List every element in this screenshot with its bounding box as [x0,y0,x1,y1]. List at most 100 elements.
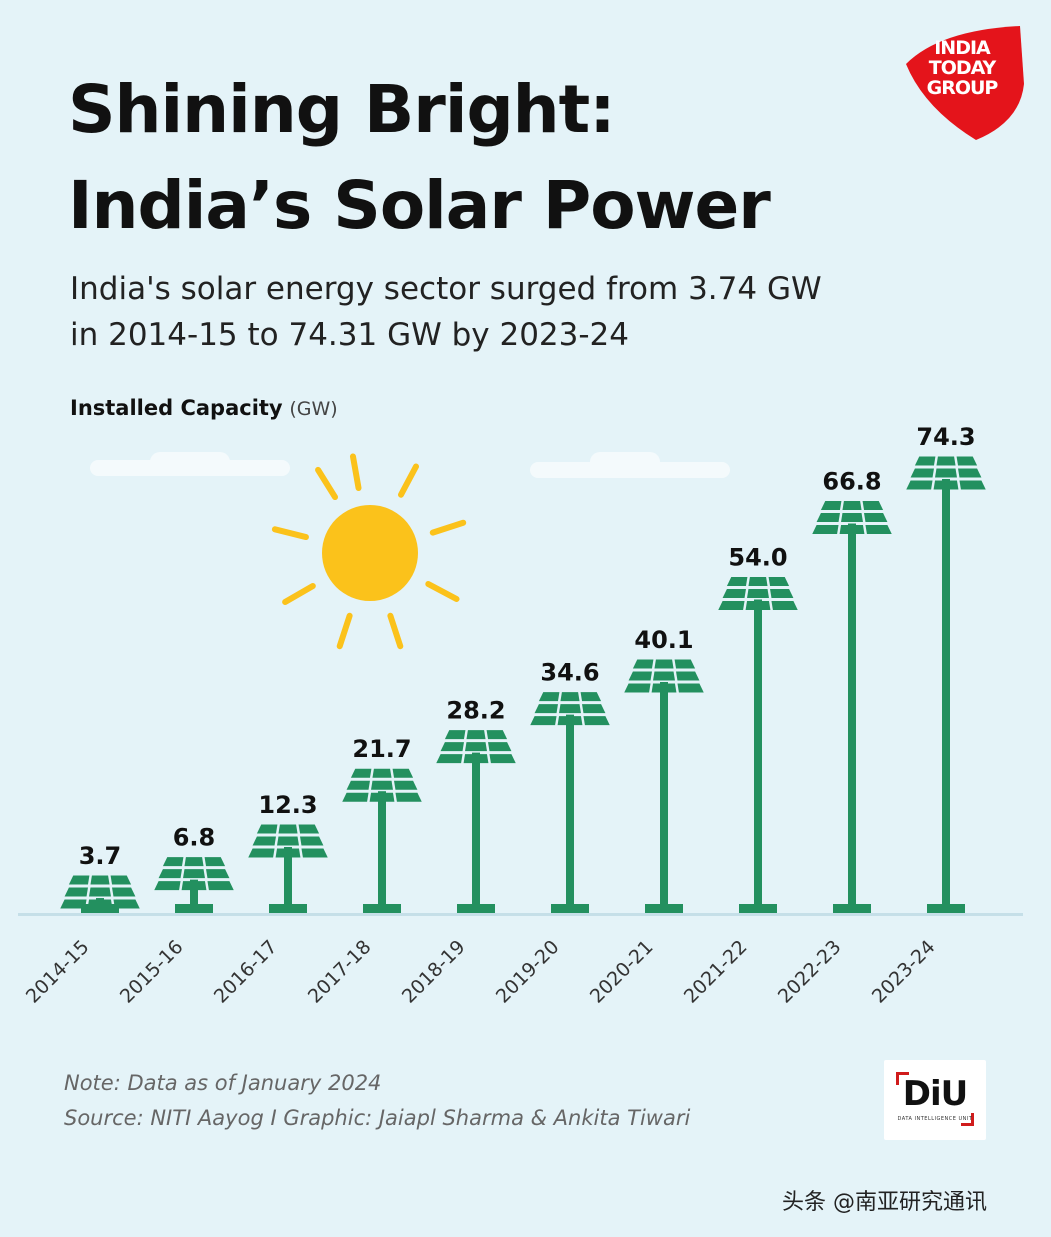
bar-panel-cell [392,768,414,778]
diu-logo: DiU DATA INTELLIGENCE UNIT [884,1060,986,1140]
sun-ray [397,463,420,498]
cloud [150,452,230,472]
bar-panel-cell [559,704,581,714]
bar-pole [754,599,762,913]
cloud [590,452,660,472]
bar-panel-cell [936,456,956,466]
bar-panel-cell [530,716,557,726]
bar [906,456,986,913]
watermark: 头条 @南亚研究通讯 [782,1190,987,1215]
bar-foot [363,904,401,913]
data-label: 28.2 [446,697,505,725]
x-tick-label: 2019-20 [492,936,564,1008]
bar-panel-cell [628,671,652,681]
bar-pole [566,714,574,913]
bar-foot [175,904,213,913]
bar-panel-cell [90,875,110,885]
bar-panel-cell [275,848,301,858]
bar-panel-cell [181,881,207,891]
bar-panel-cell [342,792,369,802]
y-axis-unit: (GW) [289,398,338,420]
bar-panel-cell [632,659,654,669]
data-label: 21.7 [352,735,411,763]
diu-subtitle: DATA INTELLIGENCE UNIT [897,1116,973,1122]
bar-panel-cell [87,899,113,909]
bar-pole [942,479,950,913]
data-label: 12.3 [258,791,317,819]
diu-corner [961,1113,974,1126]
bar-panel-cell [677,683,704,693]
x-tick-label: 2023-24 [868,936,940,1008]
bar [154,857,234,913]
bar [624,659,704,913]
bar-panel-cell [301,848,328,858]
bar-panel-cell [110,875,132,885]
data-label: 6.8 [173,824,216,852]
bar-panel-cell [906,480,933,490]
bar-panel-cell [64,887,88,897]
bar-panel-cell [278,824,298,834]
subtitle: India's solar energy sector surged from … [70,266,950,358]
bar-panel-cell [956,456,978,466]
bar-panel-cell [486,730,508,740]
bar-panel-cell [583,716,610,726]
x-tick-label: 2017-18 [304,936,376,1008]
logo-text-line: TODAY [928,57,997,79]
bar-pole [190,879,198,913]
bar [436,730,516,913]
bar-panel-cell [371,780,393,790]
footer-source: Source: NITI Aayog I Graphic: Jaiapl Sha… [64,1106,691,1130]
data-label: 40.1 [634,626,693,654]
bar-foot [269,904,307,913]
logo-text-line: INDIA [934,37,991,59]
bar-panel-cell [841,513,863,523]
bar-panel-cell [534,704,558,714]
sun-ray [429,519,467,536]
bar-foot [739,904,777,913]
data-label: 54.0 [728,543,787,571]
bar-panel-cell [842,501,862,511]
bar-panel-cell [935,468,957,478]
data-label: 3.7 [79,842,122,870]
bar-panel-cell [958,468,982,478]
logo-shield-icon [906,26,1024,140]
bar-panel-cell [162,857,184,867]
diu-corner [896,1072,909,1085]
bar-panel-cell [440,742,464,752]
x-tick-label: 2015-16 [116,936,188,1008]
x-tick-label: 2016-17 [210,936,282,1008]
bar-panel-cell [184,857,204,867]
bar-panel-cell [444,730,466,740]
bar-panel-cell [298,824,320,834]
bar-panel-cell [463,754,489,764]
bar-panel-cell [112,887,136,897]
bar-panel-cell [60,899,87,909]
bar [342,768,422,913]
bar-panel-cell [654,659,674,669]
sun-ray [349,453,362,492]
bar-panel-cell [771,600,798,610]
logo-text-line: GROUP [926,77,999,99]
bar-panel-cell [933,480,959,490]
sun-ray [336,612,353,650]
bar-panel-cell [747,588,769,598]
x-tick-label: 2022-23 [774,936,846,1008]
data-label: 74.3 [916,423,975,451]
bar-foot [551,904,589,913]
sun-disc [322,505,418,601]
bar-foot [457,904,495,913]
bar-panel-cell [350,768,372,778]
bar-panel-cell [726,576,748,586]
bar-panel-cell [346,780,370,790]
bar [530,692,610,913]
x-tick-label: 2021-22 [680,936,752,1008]
bar-panel-cell [770,588,794,598]
bar-panel-cell [651,683,677,693]
subtitle-line-2: in 2014-15 to 74.31 GW by 2023-24 [70,317,629,353]
bar-panel-cell [745,600,771,610]
sun-ray [315,466,339,501]
diu-mark: DiU [902,1074,969,1114]
bar-panel-cell [653,671,675,681]
bar [718,576,798,913]
bar-panel-cell [489,754,516,764]
